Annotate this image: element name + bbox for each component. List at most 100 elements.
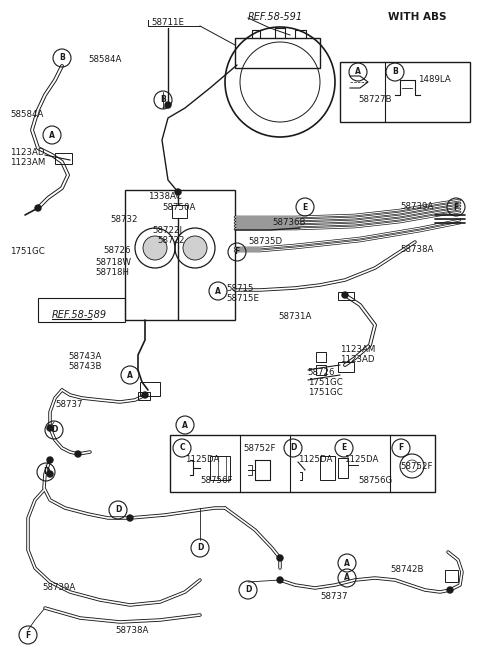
Text: REF.58-591: REF.58-591	[248, 12, 303, 22]
Text: 58752F: 58752F	[243, 444, 276, 453]
Text: 58715: 58715	[226, 284, 253, 293]
Circle shape	[143, 236, 167, 260]
Circle shape	[183, 236, 207, 260]
Text: 58732: 58732	[110, 215, 137, 224]
Text: F: F	[398, 443, 404, 453]
Text: 1125DA: 1125DA	[344, 455, 378, 464]
Text: A: A	[344, 559, 350, 567]
Bar	[235, 38, 320, 68]
Text: A: A	[49, 130, 55, 140]
Text: 58735D: 58735D	[248, 237, 282, 246]
Text: 58738A: 58738A	[115, 626, 148, 635]
Text: 1751GC: 1751GC	[308, 388, 343, 397]
Bar	[320, 456, 335, 480]
Text: A: A	[355, 67, 361, 77]
Text: 58584A: 58584A	[10, 110, 43, 119]
Text: 58742B: 58742B	[390, 565, 423, 574]
Text: D: D	[290, 443, 296, 453]
Text: E: E	[341, 443, 347, 453]
Bar	[38, 298, 125, 322]
Text: 58731A: 58731A	[278, 312, 312, 321]
Text: WITH ABS: WITH ABS	[388, 12, 446, 22]
Text: B: B	[392, 67, 398, 77]
Text: 58726: 58726	[307, 368, 335, 377]
Bar	[172, 205, 187, 218]
Bar	[210, 456, 230, 480]
Text: 58726: 58726	[103, 246, 131, 255]
Bar	[338, 292, 354, 300]
Text: 1125DA: 1125DA	[185, 455, 219, 464]
Text: 58743A: 58743A	[68, 352, 101, 361]
Bar	[445, 570, 458, 582]
Circle shape	[47, 425, 53, 431]
Circle shape	[342, 292, 348, 298]
Text: 1123AM: 1123AM	[10, 158, 46, 167]
Text: C: C	[179, 443, 185, 453]
Text: E: E	[302, 202, 308, 212]
Bar	[316, 352, 326, 362]
Text: 58718W: 58718W	[95, 258, 131, 267]
Text: 58584A: 58584A	[88, 55, 121, 64]
Text: D: D	[197, 544, 203, 553]
Bar	[340, 62, 470, 122]
Bar	[338, 458, 348, 478]
Text: A: A	[344, 574, 350, 582]
Text: 58722J: 58722J	[152, 226, 182, 235]
Text: A: A	[182, 421, 188, 430]
Text: 58722: 58722	[157, 236, 184, 245]
Text: 58756G: 58756G	[358, 476, 392, 485]
Circle shape	[277, 555, 283, 561]
Text: A: A	[127, 371, 133, 379]
Text: 1751GC: 1751GC	[308, 378, 343, 387]
Circle shape	[165, 102, 171, 108]
Bar	[338, 362, 354, 372]
Text: F: F	[234, 248, 240, 257]
Bar	[125, 190, 235, 320]
Text: 58736B: 58736B	[272, 218, 305, 227]
Text: 58738A: 58738A	[400, 245, 433, 254]
Circle shape	[75, 451, 81, 457]
Text: D: D	[51, 426, 57, 434]
Circle shape	[142, 392, 148, 398]
Bar	[170, 435, 435, 492]
Text: 58715E: 58715E	[226, 294, 259, 303]
Text: 1125DA: 1125DA	[298, 455, 332, 464]
Text: 1489LA: 1489LA	[418, 75, 451, 84]
Bar	[55, 153, 72, 164]
Text: 1338AC: 1338AC	[148, 192, 182, 201]
Text: 58750A: 58750A	[162, 203, 195, 212]
Circle shape	[277, 577, 283, 583]
Bar	[140, 382, 160, 396]
Text: A: A	[215, 286, 221, 295]
Text: B: B	[160, 96, 166, 105]
Text: 58756F: 58756F	[200, 476, 232, 485]
Circle shape	[35, 205, 41, 211]
Text: 58739A: 58739A	[42, 583, 75, 592]
Circle shape	[447, 587, 453, 593]
Circle shape	[175, 189, 181, 195]
Circle shape	[47, 471, 53, 477]
Text: 58752F: 58752F	[400, 462, 432, 471]
Text: 58711E: 58711E	[152, 18, 184, 27]
Text: D: D	[245, 586, 251, 595]
Text: 1751GC: 1751GC	[10, 247, 45, 256]
Text: 58718H: 58718H	[95, 268, 129, 277]
Text: F: F	[454, 202, 458, 212]
Text: 58743B: 58743B	[68, 362, 101, 371]
Text: 58739A: 58739A	[400, 202, 433, 211]
Text: 1123AD: 1123AD	[340, 355, 374, 364]
Text: 58737: 58737	[320, 592, 348, 601]
Text: REF.58-589: REF.58-589	[52, 310, 107, 320]
Text: 1123AD: 1123AD	[10, 148, 45, 157]
Text: 58737: 58737	[55, 400, 83, 409]
Circle shape	[127, 515, 133, 521]
Text: D: D	[43, 468, 49, 476]
Text: B: B	[59, 54, 65, 62]
Text: 58727B: 58727B	[358, 95, 392, 104]
Text: F: F	[25, 631, 31, 639]
Text: D: D	[115, 506, 121, 514]
Bar	[316, 365, 326, 375]
Circle shape	[47, 457, 53, 463]
Text: 1123AM: 1123AM	[340, 345, 375, 354]
Bar	[138, 392, 150, 400]
